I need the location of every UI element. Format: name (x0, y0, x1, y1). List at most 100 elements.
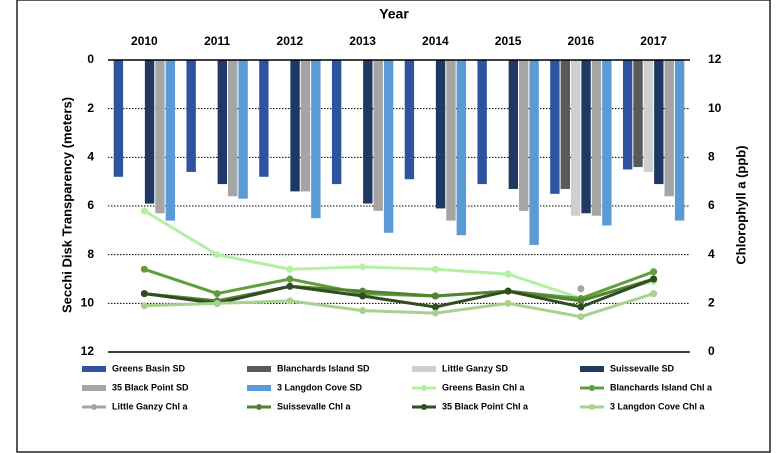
legend-swatch (589, 404, 595, 410)
legend-swatch (421, 385, 427, 391)
legend-swatch (82, 366, 106, 372)
line-marker (577, 297, 585, 305)
legend-label: 3 Langdon Cove Chl a (610, 401, 706, 411)
bar (217, 60, 228, 185)
legend-label: Suissevalle SD (610, 363, 675, 373)
line-marker (140, 207, 148, 215)
line-marker (504, 270, 512, 278)
x-tick-label: 2016 (568, 34, 595, 48)
legend-swatch (256, 404, 262, 410)
bar (311, 60, 321, 219)
bar (664, 60, 674, 197)
legend-label: Greens Basin SD (112, 363, 186, 373)
legend-label: 3 Langdon Cove SD (277, 382, 363, 392)
y-tick-label: 12 (81, 344, 95, 358)
line-marker (286, 297, 294, 305)
bar (602, 60, 612, 226)
line-marker (431, 303, 439, 311)
line-marker (359, 292, 367, 300)
y-tick-label: 2 (87, 101, 94, 115)
legend-swatch (247, 366, 271, 372)
legend-swatch (82, 385, 106, 391)
x-tick-label: 2017 (640, 34, 667, 48)
line-marker (359, 263, 367, 271)
line-marker (431, 292, 439, 300)
bar (300, 60, 311, 192)
bar (654, 60, 664, 185)
line-marker (504, 299, 512, 307)
bar (144, 60, 155, 204)
line-marker (140, 302, 148, 310)
line-marker (286, 282, 294, 290)
bar (404, 60, 415, 180)
bar (622, 60, 633, 170)
y2-tick-label: 6 (708, 198, 715, 212)
bar (228, 60, 238, 197)
bar (238, 60, 248, 199)
frame (16, 0, 771, 453)
y2-tick-label: 2 (708, 296, 715, 310)
line (144, 292, 655, 319)
bar (674, 60, 685, 221)
line-marker (577, 313, 585, 321)
y-tick-label: 8 (87, 247, 94, 261)
x-tick-label: 2010 (131, 34, 158, 48)
line-marker (359, 307, 367, 315)
line-marker (577, 285, 585, 293)
line-marker (431, 265, 439, 273)
bar (155, 60, 165, 214)
bar (570, 60, 581, 216)
x-tick-label: 2013 (349, 34, 376, 48)
x-tick-label: 2011 (204, 34, 230, 48)
legend-label: Blanchards Island SD (277, 363, 370, 373)
bar (186, 60, 196, 172)
y-tick-label: 4 (87, 150, 94, 164)
bar (446, 60, 456, 221)
line (144, 277, 655, 309)
legend-swatch (589, 385, 595, 391)
y2-axis-title: Chlorophyll a (ppb) (733, 145, 748, 264)
line-marker (140, 265, 148, 273)
legend-swatch (580, 366, 604, 372)
y-axis-title: Secchi Disk Transparency (meters) (59, 97, 74, 313)
line-marker (504, 287, 512, 295)
bar (633, 60, 643, 168)
line-marker (286, 275, 294, 283)
line-marker (286, 265, 294, 273)
bar (456, 60, 467, 236)
bar (560, 60, 570, 189)
y2-tick-label: 8 (708, 150, 715, 164)
legend-swatch (421, 404, 427, 410)
y-tick-label: 6 (87, 198, 94, 212)
y-tick-label: 10 (81, 296, 95, 310)
legend-swatch (91, 404, 97, 410)
legend-swatch (412, 366, 436, 372)
line-marker (650, 268, 658, 276)
x-tick-label: 2015 (495, 34, 522, 48)
bar (290, 60, 300, 192)
line-marker (577, 303, 585, 311)
x-axis-title: Year (379, 6, 409, 22)
legend-label: 35 Black Point SD (112, 382, 189, 392)
legend-swatch (247, 385, 271, 391)
line-marker (140, 290, 148, 298)
y2-tick-label: 4 (708, 247, 715, 261)
bar (643, 60, 654, 172)
bar (373, 60, 383, 211)
y2-tick-label: 12 (708, 52, 722, 66)
bar (259, 60, 269, 177)
line-marker (650, 275, 658, 283)
line (144, 277, 655, 303)
y-tick-label: 0 (87, 52, 94, 66)
bar (363, 60, 373, 204)
bar (435, 60, 446, 209)
line-marker (213, 290, 221, 298)
bar (477, 60, 487, 185)
bar (519, 60, 529, 211)
legend-label: Little Ganzy SD (442, 363, 509, 373)
bar (581, 60, 591, 214)
bar (529, 60, 539, 245)
line-marker (359, 287, 367, 295)
